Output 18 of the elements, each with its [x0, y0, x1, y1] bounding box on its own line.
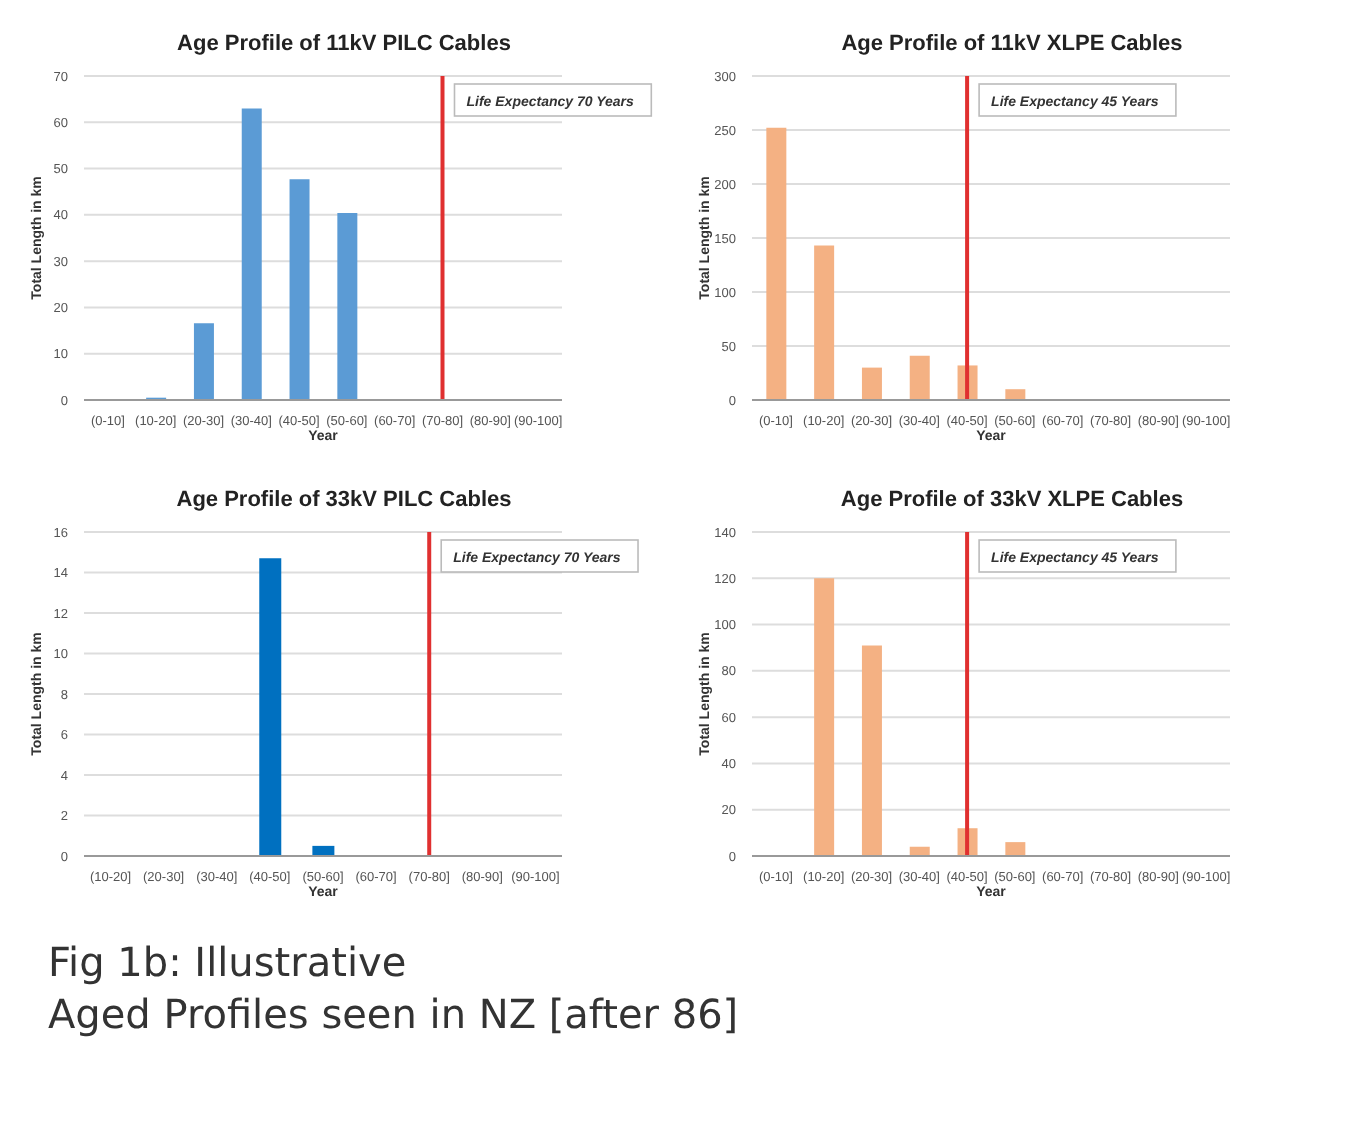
chart-title: Age Profile of 33kV XLPE Cables [840, 488, 1184, 516]
bar [861, 645, 882, 856]
bar [814, 245, 835, 400]
chart-title: Age Profile of 11kV PILC Cables [177, 32, 511, 60]
bar [337, 213, 358, 400]
bar [1005, 842, 1026, 856]
bar [193, 323, 214, 400]
chart-title: Age Profile of 33kV PILC Cables [176, 488, 512, 516]
bar [289, 179, 310, 400]
bar [909, 355, 930, 400]
bar [241, 108, 262, 400]
bar [861, 367, 882, 400]
chart-title: Age Profile of 11kV XLPE Cables [841, 32, 1183, 60]
bar [814, 578, 835, 856]
bar [1005, 389, 1026, 400]
caption: Fig 1b: Illustrative [48, 936, 409, 988]
text: Aged Profiles seen in NZ [after 86] [48, 988, 741, 1040]
bar [766, 127, 787, 400]
